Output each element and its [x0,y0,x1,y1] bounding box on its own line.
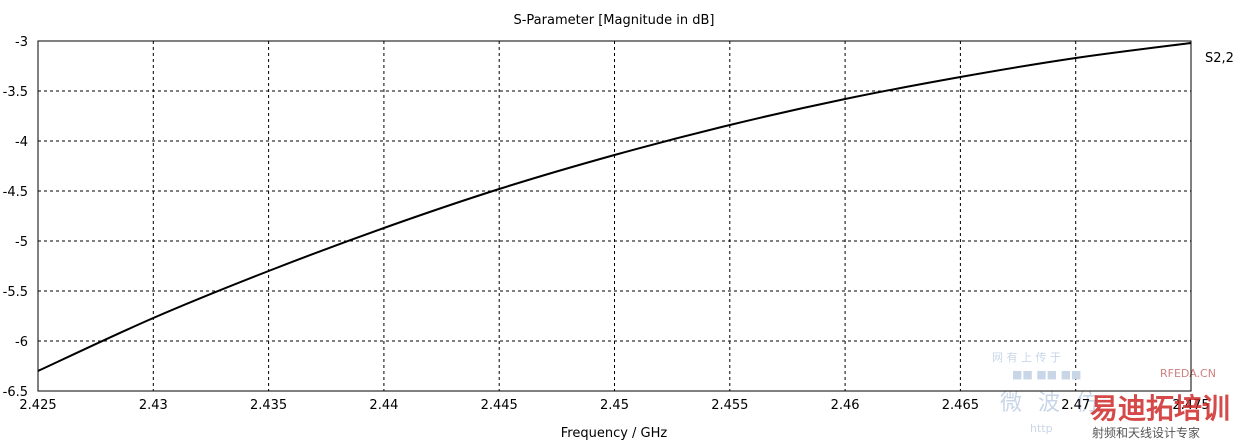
watermark: 网 有 上 传 于 ■■ ■■ ■■ RFEDA.CN 微波仿 http [992,350,1216,435]
series-line-s22 [37,42,1192,372]
x-tick-label: 2.425 [19,398,56,413]
x-tick-label: 2.455 [711,398,748,413]
x-tick-label: 2.445 [481,398,518,413]
legend-s22: S2,2 [1205,51,1234,66]
x-tick-label: 2.44 [369,398,398,413]
y-tick-label: -3.5 [3,85,28,100]
x-tick-label: 2.45 [600,398,629,413]
watermark-brand-text: 易迪拓培训 [1090,392,1230,425]
chart-title: S-Parameter [Magnitude in dB] [513,13,714,28]
x-tick-labels: 2.425 2.43 2.435 2.44 2.445 2.45 2.455 2.46 2.46… [19,398,1209,413]
watermark-site: RFEDA.CN [1160,367,1216,380]
y-tick-label: -4.5 [3,185,28,200]
y-tick-label: -5.5 [3,285,28,300]
plot-frame [37,40,1192,392]
x-tick-label: 2.46 [831,398,860,413]
grid-lines [38,41,1191,391]
y-tick-label: -4 [15,135,28,150]
watermark-url: http [1030,422,1053,435]
series-group [37,42,1192,372]
x-tick-label: 2.465 [942,398,979,413]
x-tick-label: 2.43 [139,398,168,413]
y-tick-label: -6 [15,335,28,350]
watermark-cn-left: 微波仿 [1000,391,1114,416]
watermark-cn-top: 网 有 上 传 于 [992,350,1061,364]
x-axis-label: Frequency / GHz [561,426,668,441]
watermark-brand-subtitle: 射频和天线设计专家 [1092,425,1200,440]
x-tick-label: 2.47 [1061,398,1090,413]
y-tick-labels: -3 -3.5 -4 -4.5 -5 -5.5 -6 -6.5 [3,35,28,400]
y-tick-label: -6.5 [3,385,28,400]
x-tick-label: 2.435 [250,398,287,413]
watermark-brand: 易迪拓培训 射频和天线设计专家 [1090,392,1230,440]
y-tick-label: -5 [15,235,28,250]
watermark-cn-top2: ■■ ■■ ■■ [1012,368,1081,381]
x-tick-label: 2.475 [1172,398,1209,413]
y-tick-label: -3 [15,35,28,50]
